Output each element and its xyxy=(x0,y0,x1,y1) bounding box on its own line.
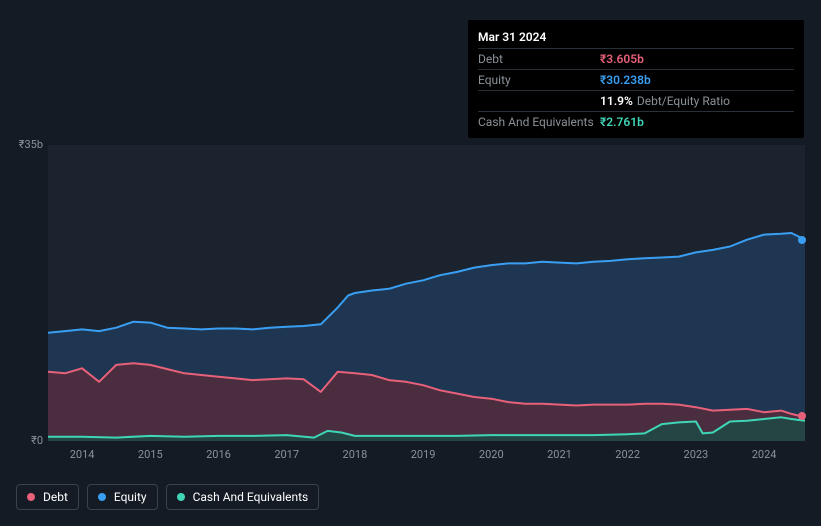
tooltip-row-value: ₹3.605b xyxy=(600,52,644,66)
tooltip-row: Debt₹3.605b xyxy=(478,48,794,69)
legend-item-cash-and-equivalents[interactable]: Cash And Equivalents xyxy=(166,484,320,510)
tooltip-ratio: 11.9% Debt/Equity Ratio xyxy=(600,94,730,108)
y-axis-label: ₹35b xyxy=(3,138,43,151)
legend-dot-icon xyxy=(177,493,185,501)
chart-svg xyxy=(48,145,805,441)
tooltip-box: Mar 31 2024 Debt₹3.605bEquity₹30.238b11.… xyxy=(468,20,804,138)
x-axis-label: 2023 xyxy=(684,448,709,461)
legend-dot-icon xyxy=(98,493,106,501)
legend-label: Debt xyxy=(43,490,68,504)
tooltip-row-label: Debt xyxy=(478,52,600,66)
tooltip-row-value: ₹30.238b xyxy=(600,73,651,87)
legend-dot-icon xyxy=(27,493,35,501)
x-axis-label: 2024 xyxy=(752,448,777,461)
x-axis-labels: 2014 2015 2016 2017 2018 2019 2020 2021 2022 2023… xyxy=(48,448,805,466)
tooltip-date: Mar 31 2024 xyxy=(478,26,794,48)
tooltip-row-value: ₹2.761b xyxy=(600,115,644,129)
series-end-dot-equity xyxy=(798,236,806,244)
x-axis-label: 2022 xyxy=(615,448,640,461)
chart-plot-area[interactable] xyxy=(48,145,805,441)
tooltip-row-label: Equity xyxy=(478,73,600,87)
legend-label: Equity xyxy=(114,490,147,504)
x-axis-label: 2019 xyxy=(411,448,436,461)
tooltip-row: Equity₹30.238b xyxy=(478,69,794,90)
x-axis-label: 2015 xyxy=(138,448,163,461)
tooltip-row: Cash And Equivalents₹2.761b xyxy=(478,111,794,132)
legend: Debt Equity Cash And Equivalents xyxy=(16,484,319,510)
legend-item-debt[interactable]: Debt xyxy=(16,484,79,510)
y-axis-label: ₹0 xyxy=(3,434,43,447)
series-end-dot-debt xyxy=(798,412,806,420)
x-axis-label: 2016 xyxy=(206,448,231,461)
x-axis-label: 2014 xyxy=(70,448,95,461)
x-axis-label: 2017 xyxy=(274,448,299,461)
legend-item-equity[interactable]: Equity xyxy=(87,484,158,510)
tooltip-ratio-label: Debt/Equity Ratio xyxy=(637,94,730,108)
tooltip-ratio-pct: 11.9% xyxy=(600,94,633,108)
legend-label: Cash And Equivalents xyxy=(193,490,309,504)
tooltip-row-label xyxy=(478,94,600,108)
x-axis-label: 2020 xyxy=(479,448,504,461)
x-axis-label: 2018 xyxy=(343,448,368,461)
tooltip-row-label: Cash And Equivalents xyxy=(478,115,600,129)
x-axis-label: 2021 xyxy=(547,448,572,461)
tooltip-row: 11.9% Debt/Equity Ratio xyxy=(478,90,794,111)
